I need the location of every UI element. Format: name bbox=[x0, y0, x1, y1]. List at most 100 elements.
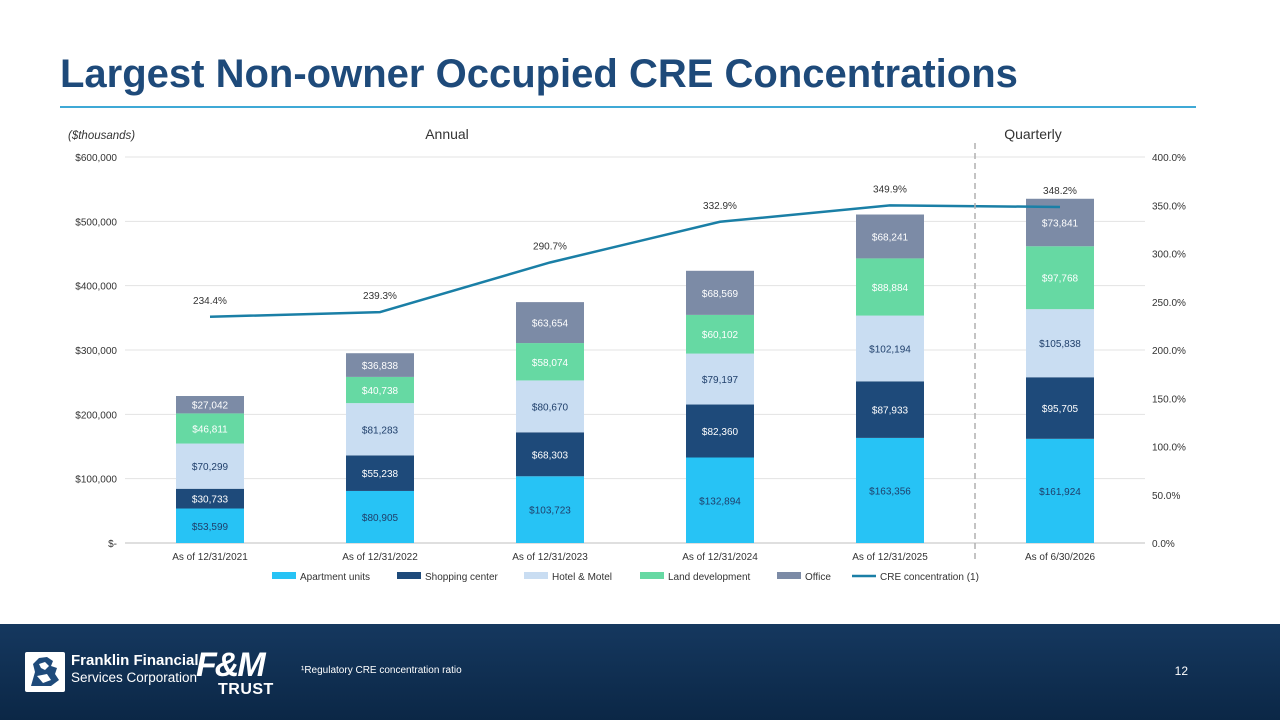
bar-value-label: $163,356 bbox=[869, 486, 911, 497]
legend-label: Office bbox=[805, 572, 831, 583]
y-left-tick-label: $100,000 bbox=[75, 475, 117, 486]
legend-swatch bbox=[397, 572, 421, 579]
bar-value-label: $161,924 bbox=[1039, 487, 1081, 498]
trust-mark: TRUST bbox=[218, 681, 274, 698]
y-right-tick-label: 150.0% bbox=[1152, 394, 1186, 405]
title-underline bbox=[60, 106, 1196, 108]
bar-segment bbox=[856, 214, 924, 259]
line-value-label: 290.7% bbox=[533, 241, 567, 252]
bar-segment bbox=[346, 376, 414, 404]
bar-value-label: $105,838 bbox=[1039, 339, 1081, 350]
legend: Apartment units Shopping center Hotel & Mo… bbox=[272, 572, 979, 583]
page-number: 12 bbox=[1174, 664, 1188, 678]
bar-segment bbox=[856, 437, 924, 543]
legend-label: Land development bbox=[668, 572, 751, 583]
franklin-logo-icon bbox=[25, 652, 65, 692]
bar-segment bbox=[516, 476, 584, 543]
bar-value-label: $40,738 bbox=[362, 386, 399, 397]
bar-value-label: $58,074 bbox=[532, 358, 569, 369]
legend-swatch bbox=[524, 572, 548, 579]
bar-value-label: $36,838 bbox=[362, 361, 399, 372]
bar-segment bbox=[346, 490, 414, 543]
company-name: Franklin Financial Services Corporation bbox=[71, 653, 199, 685]
bar-value-label: $80,670 bbox=[532, 402, 569, 413]
bar-value-label: $97,768 bbox=[1042, 274, 1079, 285]
y-left-tick-label: $600,000 bbox=[75, 153, 117, 164]
bar-segment bbox=[686, 314, 754, 354]
bar-segment bbox=[686, 404, 754, 458]
x-tick-label: As of 12/31/2024 bbox=[682, 552, 758, 563]
y-left-tick-label: $200,000 bbox=[75, 410, 117, 421]
legend-swatch bbox=[272, 572, 296, 579]
units-note: ($thousands) bbox=[68, 130, 135, 142]
bar-value-label: $46,811 bbox=[192, 424, 228, 435]
bar-segment bbox=[856, 381, 924, 438]
bar-segment bbox=[1026, 377, 1094, 439]
x-tick-label: As of 12/31/2025 bbox=[852, 552, 928, 563]
axes: $- $100,000 $200,000 $300,000 $400,000 $500,0… bbox=[75, 143, 1186, 563]
bar-value-label: $102,194 bbox=[869, 344, 911, 355]
legend-label: Apartment units bbox=[300, 572, 370, 583]
bar-value-label: $81,283 bbox=[362, 425, 399, 436]
bar-value-label: $60,102 bbox=[702, 330, 739, 341]
bar-stacks: $53,599 $30,733 $70,299 $46,811 $27,042 $80,9… bbox=[176, 198, 1094, 543]
x-tick-label: As of 6/30/2026 bbox=[1025, 552, 1095, 563]
x-tick-label: As of 12/31/2023 bbox=[512, 552, 588, 563]
y-left-tick-label: $500,000 bbox=[75, 217, 117, 228]
bar-value-label: $73,841 bbox=[1042, 219, 1079, 230]
quarterly-label: Quarterly bbox=[1004, 126, 1062, 142]
bar-segment bbox=[1026, 438, 1094, 543]
page-title: Largest Non-owner Occupied CRE Concentra… bbox=[60, 52, 1018, 96]
fm-mark: F&M bbox=[196, 646, 266, 684]
cre-stacked-bar-chart: ($thousands) Annual Quarterly $53,599 $30… bbox=[68, 126, 1186, 583]
bar-segment bbox=[346, 403, 414, 456]
y-right-tick-label: 200.0% bbox=[1152, 346, 1186, 357]
bar-segment bbox=[1026, 246, 1094, 310]
y-right-tick-label: 100.0% bbox=[1152, 443, 1186, 454]
bar-segment bbox=[176, 396, 244, 414]
bar-value-label: $68,569 bbox=[702, 289, 739, 300]
legend-label: Hotel & Motel bbox=[552, 572, 612, 583]
bar-value-label: $30,733 bbox=[192, 495, 229, 506]
y-right-tick-label: 400.0% bbox=[1152, 153, 1186, 164]
concentration-line: 234.4% 239.3% 290.7% 332.9% 349.9% 348.2% bbox=[193, 184, 1077, 319]
y-right-tick-label: 0.0% bbox=[1152, 539, 1175, 550]
bar-value-label: $68,241 bbox=[872, 232, 909, 243]
bar-value-label: $68,303 bbox=[532, 450, 569, 461]
bar-value-label: $95,705 bbox=[1042, 404, 1079, 415]
grid-lines bbox=[125, 156, 1145, 544]
bar-value-label: $79,197 bbox=[702, 375, 739, 386]
bar-segment bbox=[686, 353, 754, 405]
x-tick-label: As of 12/31/2021 bbox=[172, 552, 248, 563]
company-name-line2: Services Corporation bbox=[71, 669, 198, 685]
bar-segment bbox=[516, 302, 584, 344]
y-right-tick-label: 250.0% bbox=[1152, 298, 1186, 309]
legend-label: Shopping center bbox=[425, 572, 499, 583]
bar-value-label: $55,238 bbox=[362, 469, 399, 480]
bar-value-label: $70,299 bbox=[192, 462, 229, 473]
legend-swatch bbox=[640, 572, 664, 579]
x-tick-label: As of 12/31/2022 bbox=[342, 552, 418, 563]
y-right-tick-label: 300.0% bbox=[1152, 250, 1186, 261]
bar-segment bbox=[516, 432, 584, 477]
bar-segment bbox=[346, 455, 414, 491]
bar-value-label: $103,723 bbox=[529, 506, 571, 517]
footnote: ¹Regulatory CRE concentration ratio bbox=[301, 665, 462, 676]
y-left-tick-label: $300,000 bbox=[75, 346, 117, 357]
fm-trust-logo: F&M TRUST bbox=[196, 648, 274, 698]
line-value-label: 234.4% bbox=[193, 296, 227, 307]
bar-value-label: $27,042 bbox=[192, 401, 229, 412]
bar-segment bbox=[176, 443, 244, 489]
bar-value-label: $63,654 bbox=[532, 319, 569, 330]
bar-value-label: $82,360 bbox=[702, 427, 739, 438]
bar-segment bbox=[176, 508, 244, 543]
bar-value-label: $53,599 bbox=[192, 522, 229, 533]
y-left-tick-label: $- bbox=[108, 539, 117, 550]
bar-segment bbox=[516, 343, 584, 381]
line-value-label: 348.2% bbox=[1043, 186, 1077, 197]
legend-swatch bbox=[777, 572, 801, 579]
company-name-line1: Franklin Financial bbox=[71, 652, 199, 669]
y-right-tick-label: 350.0% bbox=[1152, 201, 1186, 212]
y-left-tick-label: $400,000 bbox=[75, 282, 117, 293]
bar-segment bbox=[346, 353, 414, 377]
